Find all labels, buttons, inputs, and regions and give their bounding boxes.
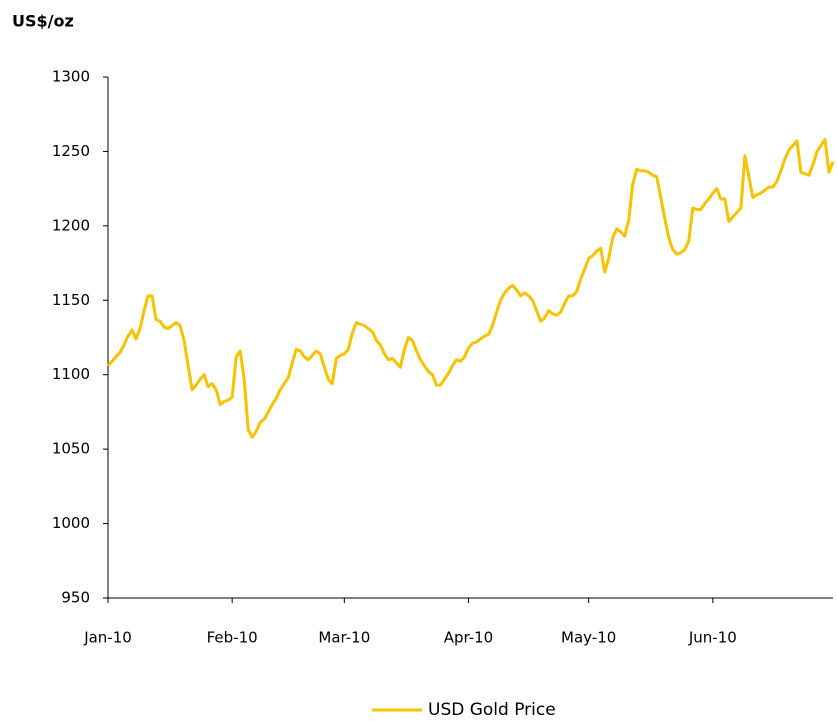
legend-label: USD Gold Price — [428, 700, 556, 720]
x-tick-label: Jun-10 — [688, 629, 737, 647]
y-tick-label: 950 — [61, 589, 90, 607]
series-line — [106, 138, 835, 439]
y-tick-label: 1050 — [52, 440, 90, 458]
y-tick-label: 1000 — [52, 514, 90, 532]
x-tick-label: Apr-10 — [444, 629, 494, 647]
x-tick-label: Feb-10 — [207, 629, 258, 647]
x-tick-label: Mar-10 — [318, 629, 370, 647]
x-tick-label: Jan-10 — [83, 629, 132, 647]
chart-title: US$/oz — [12, 12, 74, 31]
y-tick-label: 1300 — [52, 68, 90, 86]
x-tick-label: May-10 — [561, 629, 616, 647]
y-tick-label: 1200 — [52, 216, 90, 234]
y-tick-label: 1250 — [52, 142, 90, 160]
y-tick-label: 1100 — [52, 365, 90, 383]
y-tick-label: 1150 — [52, 291, 90, 309]
